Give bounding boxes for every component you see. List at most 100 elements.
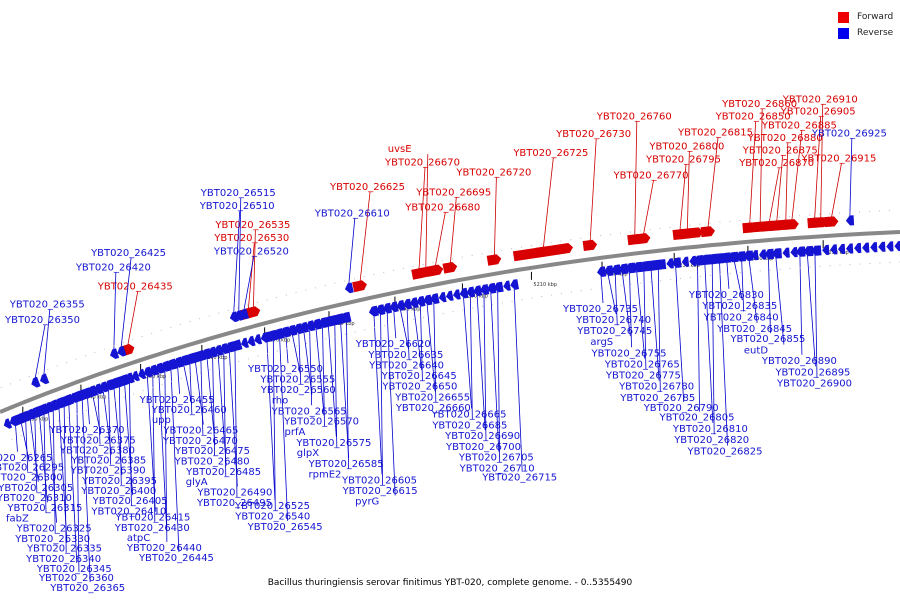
gene-leader-line (634, 121, 638, 236)
reverse-gene (83, 387, 93, 398)
gene-leader-line (814, 254, 818, 378)
reverse-gene (466, 286, 476, 298)
gene-label: YBT020_26725 (512, 148, 588, 159)
reverse-gene (312, 318, 322, 330)
forward-gene (426, 264, 444, 277)
axis-tick-label: 5240 kbp (750, 256, 774, 262)
gene-label: YBT020_26800 (648, 142, 724, 153)
gene-label: glpX (297, 448, 319, 459)
legend-reverse: Reverse (838, 25, 893, 41)
gene-label: YBT020_26445 (138, 553, 214, 564)
reverse-gene (666, 258, 674, 269)
guide-track-1 (0, 209, 900, 389)
reverse-gene (78, 389, 88, 400)
reverse-gene (305, 320, 315, 332)
gene-leader-line (158, 372, 168, 532)
gene-label: YBT020_26370 (48, 425, 124, 436)
gene-label: YBT020_26710 (459, 463, 535, 474)
reverse-gene (336, 313, 346, 324)
gene-leader-line (400, 309, 409, 349)
reverse-gene (671, 257, 681, 268)
gene-leader-line (589, 139, 597, 242)
gene-label: YBT020_26785 (619, 393, 695, 404)
gene-leader-line (373, 315, 383, 475)
reverse-gene (149, 364, 159, 376)
gene-label: YBT020_26860 (721, 99, 797, 110)
gene-leader-line (748, 259, 758, 323)
gene-leader-line (291, 334, 301, 374)
gene-label: YBT020_26905 (780, 107, 856, 118)
gene-leader-line (327, 325, 337, 437)
reverse-gene (894, 241, 900, 252)
gene-label: YBT020_26880 (747, 133, 823, 144)
gene-leader-line (20, 422, 30, 462)
gene-label: YBT020_26340 (25, 554, 101, 565)
gene-leader-line (686, 151, 690, 230)
reverse-gene (73, 390, 83, 402)
reverse-gene (854, 242, 862, 254)
reverse-gene (396, 300, 406, 311)
gene-leader-line (393, 311, 397, 339)
gene-label: YBT020_26565 (271, 406, 347, 417)
gene-leader-line (711, 263, 715, 435)
gene-leader-line (831, 163, 842, 218)
gene-leader-line (48, 411, 57, 523)
gene-leader-line (849, 138, 853, 217)
gene-label: YBT020_26790 (643, 403, 719, 414)
legend-forward-swatch (838, 11, 849, 23)
gene-leader-line (340, 322, 350, 458)
reverse-gene (161, 361, 171, 372)
gene-leader-line (97, 393, 101, 445)
gene-label: YBT020_26760 (596, 111, 672, 122)
gene-label: atpC (127, 533, 150, 544)
gene-label: YBT020_26910 (782, 94, 858, 105)
forward-gene (824, 216, 839, 228)
gene-leader-line (513, 288, 523, 472)
gene-label: YBT020_26335 (26, 544, 102, 555)
reverse-gene (370, 305, 379, 317)
gene-label: YBT020_26585 (308, 459, 384, 470)
gene-label: YBT020_26925 (811, 129, 887, 140)
gene-leader-line (799, 255, 803, 355)
gene-label: YBT020_26685 (431, 420, 507, 431)
gene-leader-line (776, 155, 784, 222)
gene-label: YBT020_26890 (761, 356, 837, 367)
forward-gene (636, 233, 651, 245)
gene-leader-line (272, 339, 276, 511)
gene-leader-line (25, 420, 29, 472)
reverse-gene (49, 399, 59, 411)
gene-leader-line (120, 257, 132, 348)
gene-label: YBT020_26660 (395, 403, 471, 414)
gene-leader-line (650, 269, 660, 381)
reverse-gene (40, 403, 50, 415)
gene-label: YBT020_26345 (36, 564, 112, 575)
gene-leader-line (298, 332, 302, 385)
axis-tick-label: 5170 kbp (267, 337, 291, 343)
reverse-gene (700, 254, 710, 265)
gene-leader-line (643, 180, 654, 235)
reverse-gene (89, 385, 99, 396)
reverse-gene (344, 282, 354, 294)
reverse-gene (254, 334, 263, 345)
gene-leader-line (607, 274, 617, 315)
reverse-gene (771, 248, 781, 259)
reverse-gene (438, 291, 447, 303)
reverse-gene (31, 376, 41, 388)
axis-tick-label: 5210 kbp (533, 282, 557, 288)
reverse-gene (423, 294, 432, 306)
gene-label: YBT020_26525 (234, 501, 310, 512)
gene-leader-line (315, 328, 325, 416)
reverse-gene (167, 359, 177, 370)
reverse-gene (693, 255, 702, 266)
gene-leader-line (189, 363, 193, 415)
gene-leader-line (81, 399, 91, 583)
gene-leader-line (152, 374, 156, 522)
reverse-gene (288, 324, 298, 336)
gene-label: YBT020_26550 (247, 364, 323, 375)
gene-leader-line (704, 263, 714, 423)
reverse-gene (782, 247, 790, 258)
gene-leader-line (108, 389, 112, 465)
reverse-gene (722, 252, 732, 263)
gene-label: YBT020_26840 (703, 312, 779, 323)
gene-label: upp (152, 415, 171, 426)
